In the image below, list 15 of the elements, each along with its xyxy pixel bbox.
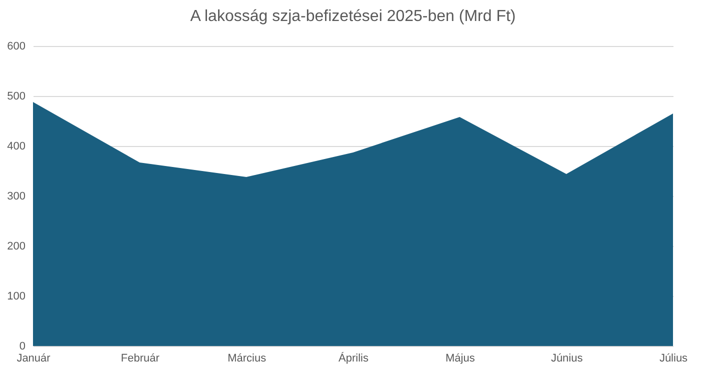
x-tick-label: Május [445,352,476,364]
y-tick-label: 200 [7,240,26,252]
y-tick-label: 500 [7,90,26,102]
chart-title: A lakosság szja-befizetései 2025-ben (Mrd Ft) [190,8,516,25]
x-tick-label: Június [550,352,584,364]
x-tick-label: Március [228,352,267,364]
x-tick-label: Július [659,352,688,364]
y-tick-label: 0 [19,340,26,352]
y-tick-label: 400 [7,140,26,152]
y-tick-label: 100 [7,290,26,302]
y-tick-label: 600 [7,40,26,52]
x-tick-label: Január [16,352,51,364]
x-tick-label: Február [120,352,160,364]
x-tick-label: Április [338,352,369,364]
y-tick-label: 300 [7,190,26,202]
